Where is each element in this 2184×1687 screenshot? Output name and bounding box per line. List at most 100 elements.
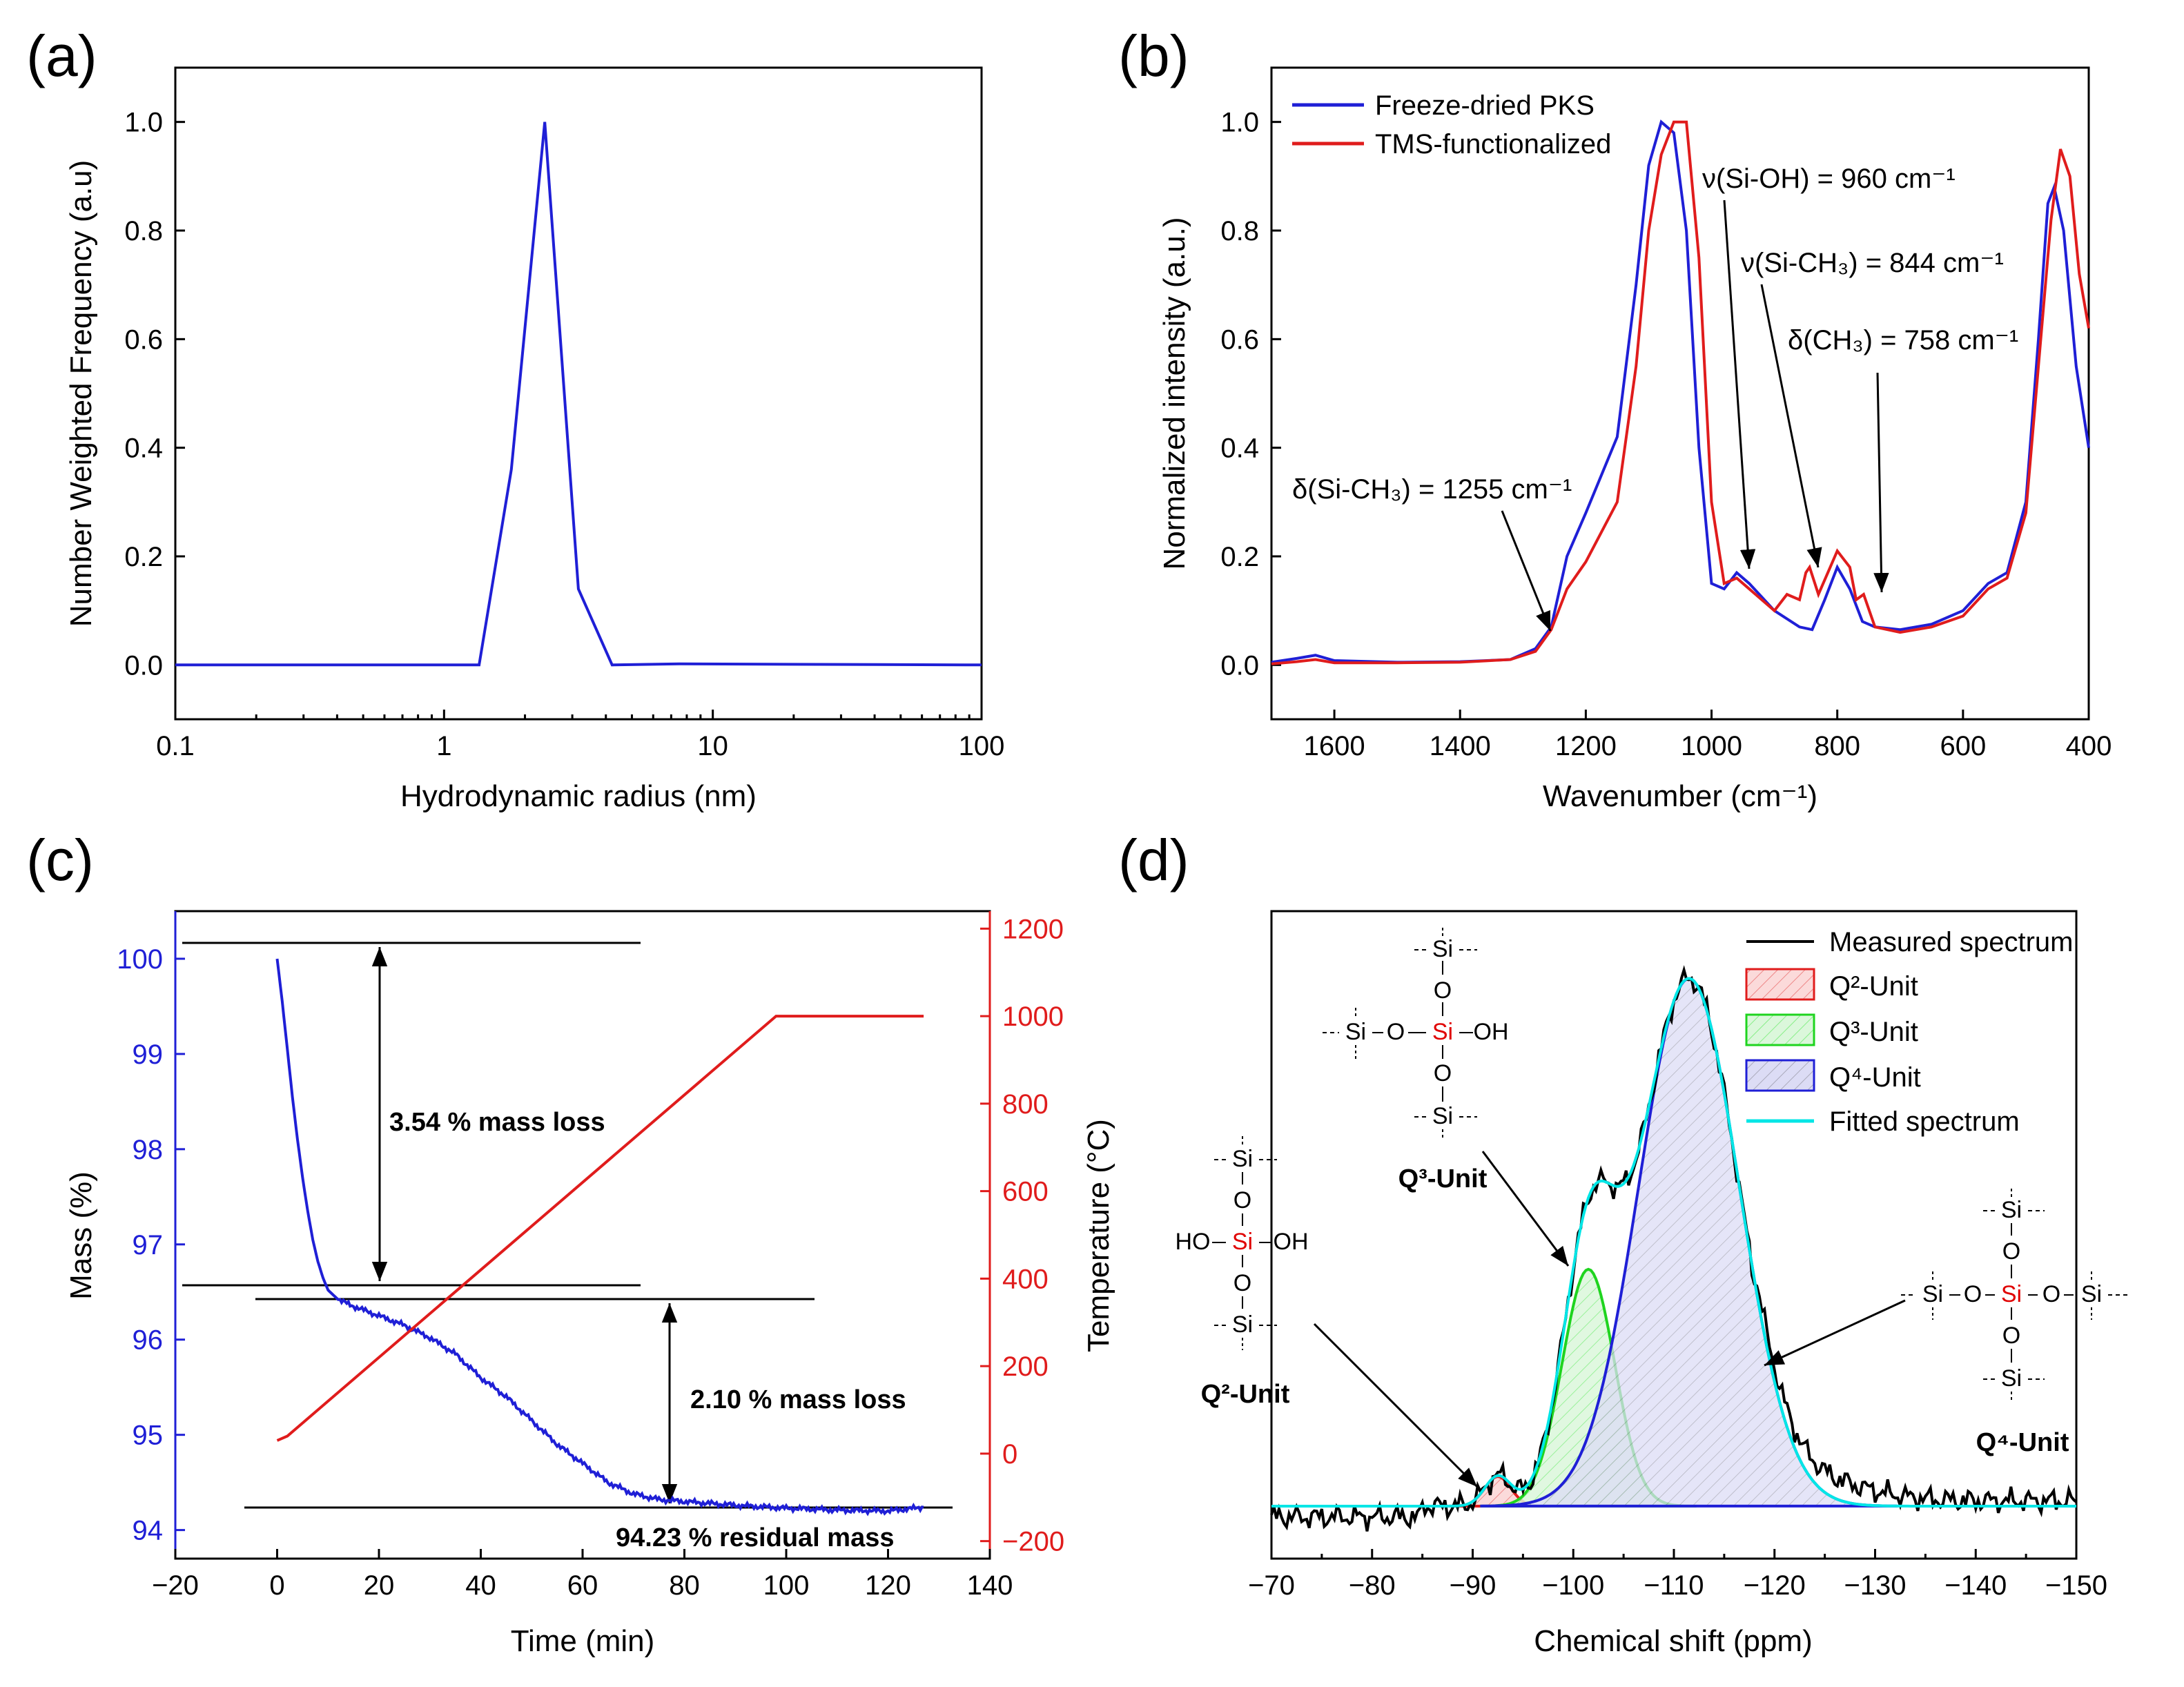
x-tick-label: 1 [436,731,451,761]
legend-label-tms: TMS-functionalized [1375,129,1611,159]
svg-text:O: O [1234,1187,1251,1213]
q2-structure-label: Q²-Unit [1201,1380,1290,1409]
fitted-spectrum-line [1271,977,2076,1508]
legend-swatch-q4 [1745,1059,1815,1092]
annotation-960: ν(Si-OH) = 960 cm⁻¹ [1702,164,1956,194]
y-tick-label: 0.4 [124,433,163,464]
q2-pointer-arrow [1313,1323,1479,1488]
y2-tick-label: 1000 [1002,1002,1064,1032]
y-tick-label: 95 [133,1421,164,1451]
x-tick-label: 1400 [1430,731,1491,761]
q4-peak-area [1480,977,1898,1508]
panel-d-chart: −70 −80 −90 −100 −110 −120 −130 −140 −150 Measur… [1176,910,2129,1658]
y-tick-label: 0.0 [124,650,163,681]
svg-text:Si: Si [1232,1311,1253,1338]
plot-frame [1270,66,2090,721]
q3-structure-label: Q³-Unit [1398,1164,1488,1193]
y-tick-label: 99 [133,1040,164,1070]
panel-label-c: (c) [26,828,94,893]
annotation-arrow-758 [1873,372,1889,593]
svg-text:Si: Si [1432,1019,1453,1045]
x-tick-label: 40 [465,1570,496,1601]
legend-label-measured: Measured spectrum [1829,927,2073,957]
panel-label-b: (b) [1118,23,1189,88]
legend-swatch-q3 [1745,1013,1815,1046]
svg-text:Si: Si [1432,1103,1453,1129]
x-tick-label: 600 [1940,731,1986,761]
y-tick-label: 0.2 [1220,542,1259,572]
x-tick-label: 0.1 [156,731,195,761]
y-tick-label: 0.6 [1220,324,1259,355]
y2-tick-label: 1200 [1002,914,1064,944]
q3-structure-diagram: Si O Si O Si OH O Si Q³-Unit [1323,928,1509,1193]
x-axis-label: Time (min) [511,1624,655,1658]
y-tick-label: 96 [133,1325,164,1356]
x-tick-label: −20 [152,1570,199,1601]
legend-label-q4: Q⁴-Unit [1829,1062,1921,1093]
annotation-844: ν(Si-CH₃) = 844 cm⁻¹ [1741,248,2004,278]
y-axis-label: Normalized intensity (a.u.) [1158,217,1191,569]
x-tick-label: 400 [2066,731,2112,761]
temperature-series-line [276,1015,924,1442]
x-tick-label: 1600 [1304,731,1365,761]
x-tick-label: 1200 [1555,731,1617,761]
y2-tick-label: −200 [1002,1527,1064,1557]
svg-text:Si: Si [1922,1281,1943,1307]
legend-label-fitted: Fitted spectrum [1829,1106,2020,1137]
y2-axis-label: Temperature (°C) [1082,1119,1115,1352]
svg-text:Si: Si [2081,1281,2102,1307]
y-tick-label: 0.6 [124,324,163,355]
svg-text:O: O [2042,1281,2060,1307]
freeze-dried-pks-line [1271,119,2090,664]
x-tick-label: 100 [763,1570,810,1601]
annotation-1255: δ(Si-CH₃) = 1255 cm⁻¹ [1292,474,1572,505]
svg-text:OH: OH [1274,1229,1309,1255]
svg-text:O: O [1434,1060,1452,1086]
x-axis-label: Chemical shift (ppm) [1534,1624,1812,1658]
svg-text:Si: Si [1432,936,1453,962]
x-tick-label: 60 [567,1570,598,1601]
annotation-residual-mass: 94.23 % residual mass [616,1523,894,1552]
q3-pointer-arrow [1481,1151,1570,1267]
x-axis-label: Hydrodynamic radius (nm) [400,779,757,813]
x-tick-label: −100 [1542,1570,1604,1601]
svg-text:Si: Si [2001,1281,2022,1307]
x-tick-label: 10 [697,731,728,761]
x-tick-label: −70 [1248,1570,1295,1601]
y-tick-label: 97 [133,1230,164,1260]
y2-tick-label: 0 [1002,1439,1017,1470]
panel-label-a: (a) [26,23,97,88]
x-tick-label: 0 [269,1570,284,1601]
svg-text:HO: HO [1176,1229,1211,1255]
plot-frame [174,66,983,721]
annotation-mass-loss-2: 2.10 % mass loss [690,1385,906,1414]
x-tick-label: 80 [669,1570,700,1601]
x-tick-label: 20 [364,1570,395,1601]
x-tick-label: 140 [967,1570,1013,1601]
q2-structure-diagram: Si O HO Si OH O Si Q²-Unit [1176,1136,1309,1409]
panel-a-chart: 0.1 1 10 100 0.0 0.2 0.4 0.6 0.8 1.0 Hydrodynamic… [64,66,1005,813]
q4-pointer-arrow [1764,1299,1906,1367]
y2-tick-label: 400 [1002,1264,1049,1294]
y2-tick-label: 600 [1002,1177,1049,1207]
y-tick-label: 94 [133,1516,164,1546]
q4-structure-diagram: Si O Si O Si O Si O Si [1901,1189,2129,1457]
y2-tick-label: 200 [1002,1352,1049,1382]
svg-text:Si: Si [1232,1146,1253,1172]
svg-text:O: O [2002,1323,2020,1349]
y-tick-label: 1.0 [124,108,163,138]
y-tick-label: 0.2 [124,542,163,572]
panel-c-chart: −20 0 20 40 60 80 100 120 140949596979899100−200… [64,910,1115,1658]
x-tick-label: 100 [959,731,1005,761]
y-tick-label: 0.8 [124,216,163,246]
x-tick-label: 1000 [1681,731,1742,761]
svg-text:Si: Si [2001,1365,2022,1392]
annotation-arrow-1255 [1501,510,1552,632]
y-axis-label: Mass (%) [64,1171,98,1300]
x-tick-label: −120 [1744,1570,1806,1601]
y-tick-label: 100 [117,944,163,975]
y-tick-label: 0.4 [1220,433,1259,464]
annotation-arrow-844 [1760,284,1822,568]
svg-text:Si: Si [1232,1229,1253,1255]
